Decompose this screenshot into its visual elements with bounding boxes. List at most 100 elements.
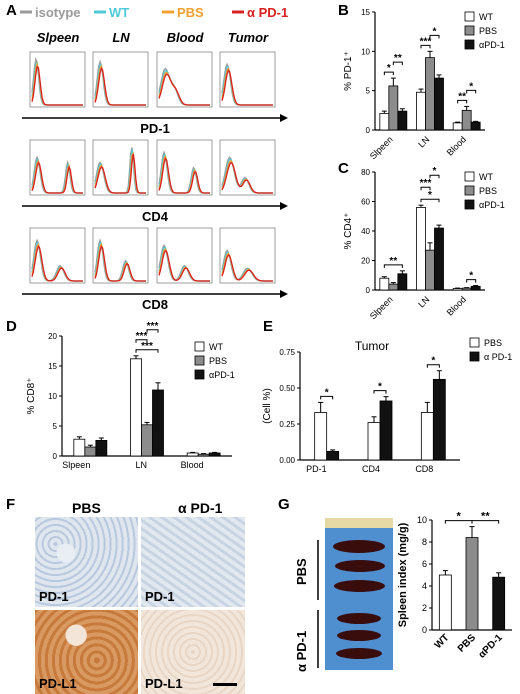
sig-label: * — [431, 356, 435, 367]
bar — [152, 389, 164, 457]
column-header: Blood — [167, 30, 205, 45]
axis-arrow-head — [280, 114, 288, 122]
ihc-image-pbs-pdl1: PD-L1 — [35, 610, 138, 694]
bar — [492, 576, 506, 631]
row-label: CD4 — [142, 209, 169, 224]
bar — [397, 110, 408, 131]
legend-label: α PD-1 — [484, 352, 512, 362]
y-axis-label: % CD8⁺ — [26, 378, 37, 415]
bar — [367, 422, 381, 461]
x-tick-label: CD8 — [415, 464, 433, 474]
legend-swatch — [464, 171, 475, 182]
y-axis-label: Spleen index (mg/g) — [397, 522, 409, 627]
sig-bracket — [426, 364, 440, 368]
sig-label: *** — [141, 341, 153, 352]
histogram-box — [219, 51, 276, 108]
y-tick-label: 0 — [366, 286, 371, 295]
histogram-curve — [221, 69, 273, 106]
legend-label: WT — [209, 342, 223, 352]
x-tick-label: LN — [135, 460, 147, 470]
legend-label: α PD-1 — [247, 5, 288, 20]
y-axis-label: % CD4⁺ — [343, 213, 354, 250]
sig-label: * — [433, 26, 437, 37]
sig-label: * — [457, 511, 462, 523]
histogram-curve — [158, 157, 210, 194]
bar — [326, 450, 340, 461]
histogram-box — [92, 51, 149, 108]
sig-label: *** — [420, 178, 432, 189]
bar — [416, 91, 426, 131]
y-tick-label: 0 — [422, 625, 427, 635]
sig-bracket — [466, 279, 477, 283]
y-tick-label: 40 — [361, 227, 370, 236]
ihc-col-label-apd1: α PD-1 — [178, 500, 223, 516]
legend-label: isotype — [35, 5, 81, 20]
y-tick-label: 0 — [53, 452, 58, 461]
panel-letter-a: A — [6, 2, 17, 19]
panel-letter-f: F — [6, 496, 16, 513]
y-tick-label: 0.00 — [279, 456, 295, 465]
ihc-tile-label: PD-L1 — [145, 676, 183, 691]
bar — [314, 412, 328, 461]
bar — [438, 574, 452, 631]
sig-label: * — [433, 166, 437, 177]
sig-label: *** — [147, 321, 159, 332]
legend-swatch — [464, 199, 475, 210]
y-tick-label: 10 — [48, 392, 57, 401]
x-tick-label: CD4 — [362, 464, 380, 474]
bar — [452, 288, 463, 291]
legend-swatch — [194, 369, 205, 380]
y-tick-label: 20 — [361, 257, 370, 266]
sig-label: ** — [458, 91, 466, 102]
spleen-organ — [336, 648, 382, 659]
sig-bracket — [466, 89, 477, 94]
y-tick-label: 0.75 — [279, 348, 295, 357]
y-tick-label: 5 — [53, 422, 58, 431]
x-tick-label: PD-1 — [306, 464, 327, 474]
bar — [197, 453, 210, 457]
bar — [434, 77, 444, 131]
bar — [84, 446, 97, 457]
column-header: Slpeen — [37, 30, 80, 45]
legend-swatch — [464, 11, 475, 22]
y-tick-label: 5 — [366, 87, 371, 96]
sig-bracket — [420, 186, 431, 191]
sig-bracket — [429, 174, 440, 179]
sig-label: * — [325, 387, 329, 398]
bar — [461, 109, 472, 131]
histogram-curve — [158, 249, 210, 282]
histogram-box — [92, 227, 149, 284]
y-axis-label: % PD-1⁺ — [343, 51, 354, 91]
spleen-photo — [325, 518, 393, 670]
panel-letter-c: C — [338, 160, 349, 177]
bar — [425, 249, 435, 291]
x-tick-label: Blood — [445, 294, 468, 317]
x-tick-label: Blood — [445, 134, 468, 157]
bar — [388, 85, 399, 131]
sig-label: * — [378, 382, 382, 393]
sig-bracket — [146, 329, 159, 333]
axis-arrow-head — [280, 290, 288, 298]
ihc-image-apd1-pd1: PD-1 — [141, 517, 245, 607]
bar — [425, 57, 435, 131]
axis-arrow-head — [280, 202, 288, 210]
histogram-box — [29, 139, 86, 196]
legend-label: WT — [479, 172, 493, 182]
row-label: CD8 — [142, 297, 168, 312]
sig-bracket — [429, 34, 440, 39]
legend-label: αPD-1 — [209, 370, 235, 380]
bar — [432, 378, 446, 461]
panel-letter-g: G — [278, 496, 290, 513]
column-header: LN — [112, 30, 130, 45]
row-label: PD-1 — [140, 121, 170, 136]
legend-label: PBS — [484, 338, 502, 348]
sig-bracket — [471, 520, 500, 524]
panel-letter-d: D — [6, 318, 17, 335]
bar — [186, 452, 199, 457]
bar — [379, 113, 390, 131]
panel-letter-b: B — [338, 2, 349, 19]
histogram-box — [156, 51, 213, 108]
legend-label: WT — [479, 12, 493, 22]
flow-histogram-panel: isotype WT PBS α PD-1 Slpeen LN Blood Tumor PD-1… — [20, 5, 288, 312]
sig-bracket — [420, 198, 440, 203]
